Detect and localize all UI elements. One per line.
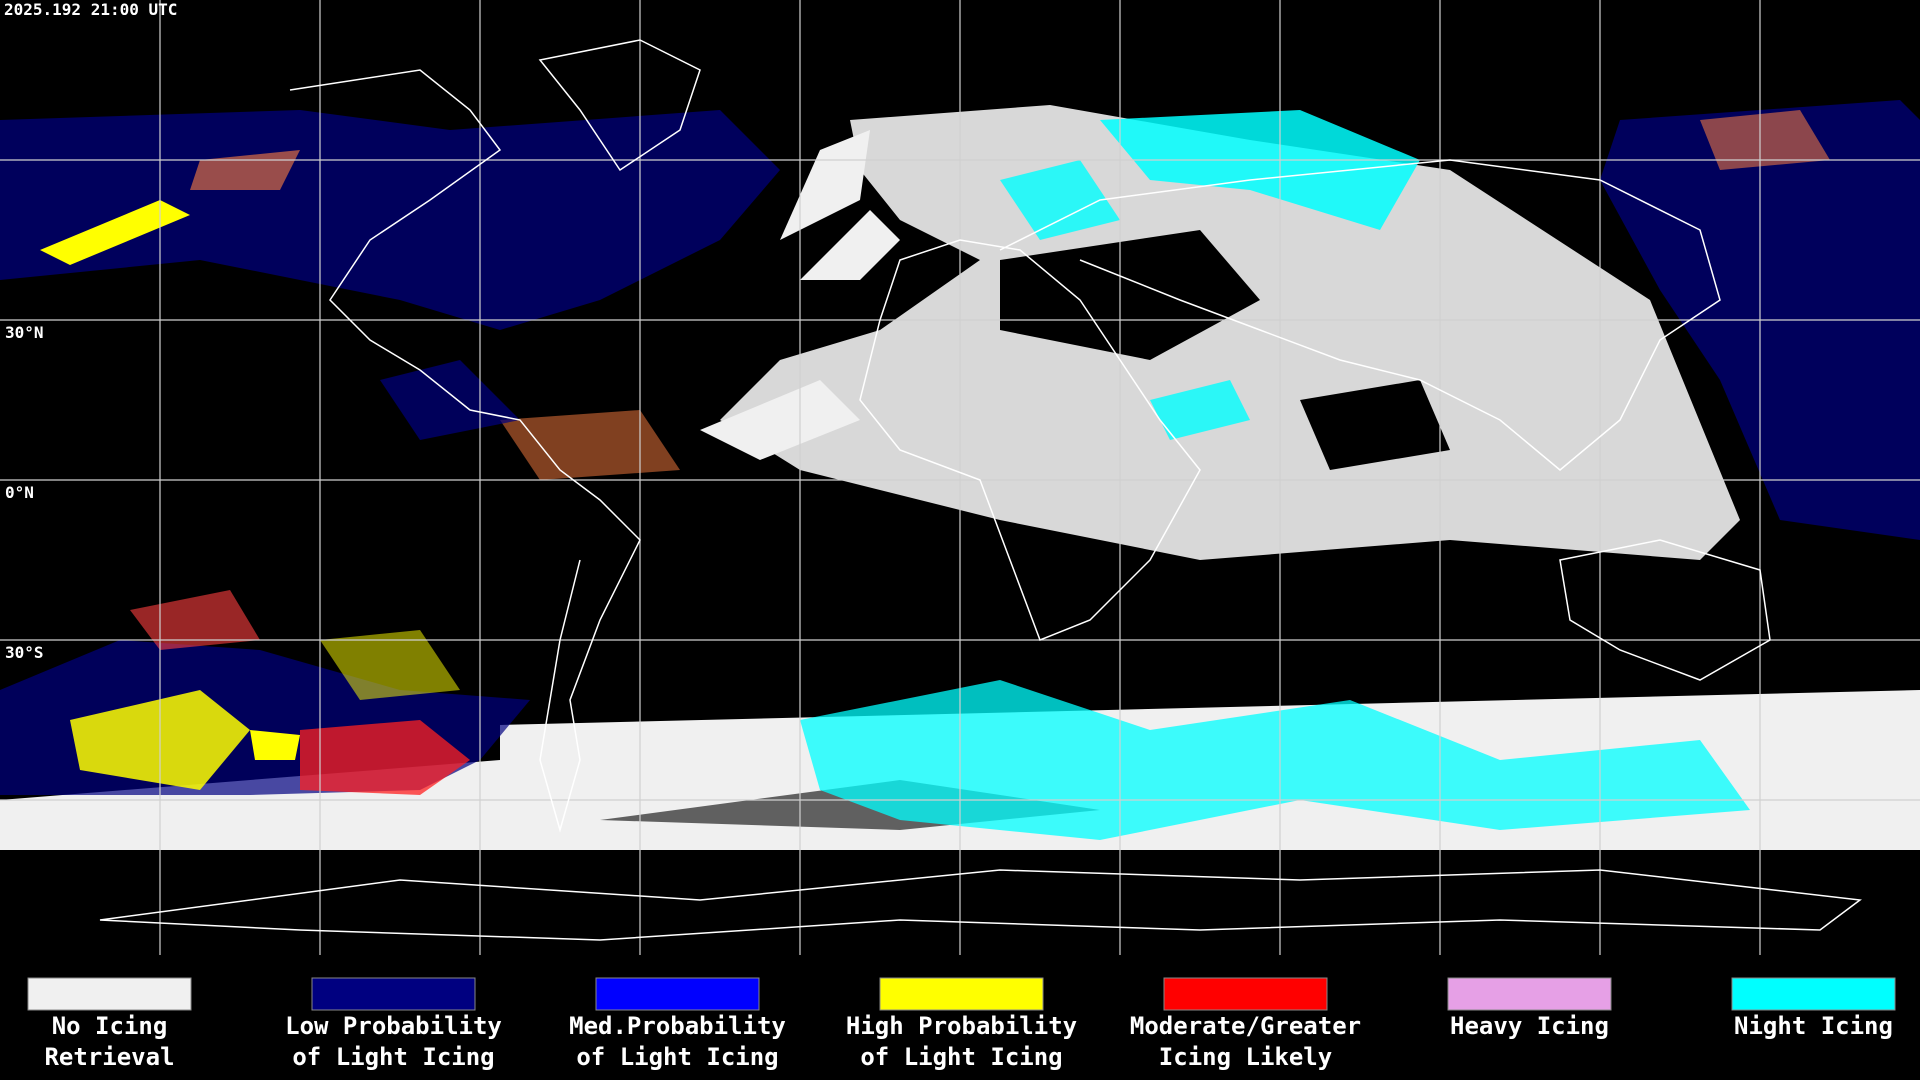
graticule bbox=[0, 0, 1920, 955]
legend-label: Heavy Icing bbox=[1450, 1012, 1609, 1040]
legend-label: Med.Probability bbox=[569, 1012, 786, 1040]
latitude-label: 0°N bbox=[5, 483, 34, 502]
legend-label: Night Icing bbox=[1734, 1012, 1893, 1040]
legend-label: of Light Icing bbox=[576, 1043, 778, 1071]
latitude-label: 30°S bbox=[5, 643, 44, 662]
legend-label: Low Probability bbox=[285, 1012, 502, 1040]
legend-swatch bbox=[1731, 977, 1896, 1011]
legend-label: Icing Likely bbox=[1159, 1043, 1332, 1071]
latitude-label: 30°N bbox=[5, 323, 44, 342]
legend-swatch bbox=[879, 977, 1044, 1011]
legend: No Icing Retrieval Low Probability of Light… bbox=[27, 977, 1896, 1071]
legend-swatch bbox=[1163, 977, 1328, 1011]
legend-swatch bbox=[1447, 977, 1612, 1011]
legend-label: No Icing bbox=[52, 1012, 168, 1040]
legend-label: of Light Icing bbox=[860, 1043, 1062, 1071]
legend-label: High Probability bbox=[846, 1012, 1077, 1040]
legend-label: Retrieval bbox=[44, 1043, 174, 1071]
latitude-labels: 30°N 0°N 30°S bbox=[5, 323, 44, 662]
legend-swatch bbox=[595, 977, 760, 1011]
timestamp: 2025.192 21:00 UTC bbox=[4, 0, 177, 19]
legend-label: of Light Icing bbox=[292, 1043, 494, 1071]
legend-label: Moderate/Greater bbox=[1130, 1012, 1361, 1040]
header: 2025.192 21:00 UTC bbox=[4, 0, 177, 19]
legend-swatch bbox=[27, 977, 192, 1011]
coastlines bbox=[99, 39, 1862, 941]
legend-background bbox=[0, 955, 1920, 1080]
legend-swatch bbox=[311, 977, 476, 1011]
